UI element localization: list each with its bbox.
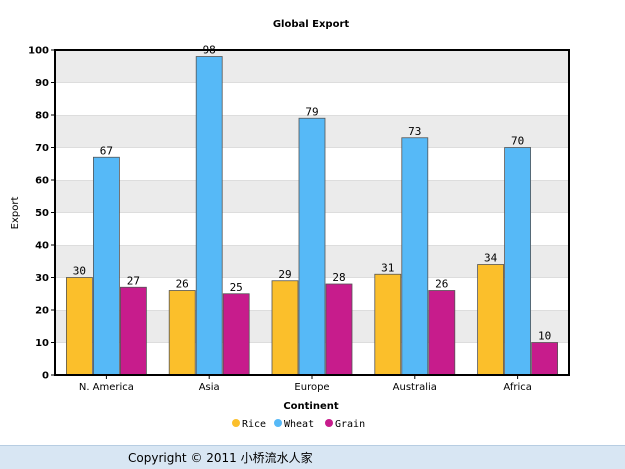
bar-rice — [477, 264, 505, 376]
footer: Copyright © 2011 小桥流水人家 — [0, 445, 625, 469]
data-labels: 30 67 27 26 98 25 29 79 28 31 73 26 34 70 10 — [73, 44, 551, 343]
chart-title: Global Export — [273, 19, 350, 30]
data-label: 34 — [484, 252, 498, 265]
bar-wheat — [93, 156, 120, 376]
bar-grain — [531, 342, 558, 376]
bar-wheat — [401, 137, 429, 376]
data-label: 30 — [73, 265, 86, 278]
y-tick-label: 20 — [35, 306, 49, 317]
data-label: 25 — [230, 281, 243, 294]
data-label: 26 — [176, 278, 189, 291]
x-tick-label: Australia — [393, 382, 437, 393]
grid-band — [55, 82, 569, 115]
data-label: 73 — [408, 125, 421, 138]
data-label: 10 — [538, 330, 551, 343]
x-axis-title: Continent — [283, 401, 339, 412]
data-label: 26 — [435, 278, 448, 291]
data-label: 70 — [511, 135, 524, 148]
bar-rice — [168, 290, 196, 376]
data-label: 31 — [381, 261, 394, 274]
data-label: 29 — [278, 268, 291, 281]
data-label: 27 — [127, 274, 140, 287]
x-tick-label: Asia — [199, 382, 220, 393]
data-label: 28 — [332, 271, 345, 284]
bar-grain — [120, 286, 147, 376]
bar-rice — [374, 273, 402, 376]
y-tick-label: 30 — [35, 273, 49, 284]
y-tick-label: 0 — [42, 371, 49, 382]
y-ticks: 0 10 20 30 40 50 60 70 80 90 100 — [28, 46, 55, 382]
legend-label: Rice — [242, 419, 266, 430]
legend-swatch-rice — [232, 419, 240, 427]
bar-grain — [222, 293, 250, 376]
copyright-text: Copyright © 2011 小桥流水人家 — [128, 451, 313, 465]
legend-label: Wheat — [284, 419, 314, 430]
x-tick-label: Europe — [294, 382, 329, 393]
x-tick-label: Africa — [503, 382, 532, 393]
bar-wheat — [195, 56, 223, 376]
bar-wheat — [298, 117, 326, 376]
bar-rice — [66, 277, 93, 376]
chart: 0 10 20 30 40 50 60 70 80 90 100 N. America Asia Eur… — [10, 19, 570, 430]
y-tick-label: 10 — [35, 338, 49, 349]
x-ticks: N. America Asia Europe Australia Africa — [79, 375, 532, 393]
y-tick-label: 100 — [28, 46, 49, 57]
y-tick-label: 40 — [35, 241, 49, 252]
y-tick-label: 70 — [35, 143, 49, 154]
bar-wheat — [504, 147, 532, 376]
y-tick-label: 60 — [35, 176, 49, 187]
legend-label: Grain — [335, 419, 365, 430]
bar-rice — [271, 280, 299, 376]
x-tick-label: N. America — [79, 382, 134, 393]
legend-swatch-wheat — [274, 419, 282, 427]
grid-band — [55, 50, 569, 83]
data-label: 67 — [100, 144, 113, 157]
data-label: 98 — [203, 44, 216, 57]
bar-grain — [428, 290, 456, 376]
y-axis-title: Export — [10, 197, 21, 230]
data-label: 79 — [305, 105, 318, 118]
bar-grain — [325, 283, 353, 376]
y-tick-label: 90 — [35, 78, 49, 89]
legend: Rice Wheat Grain — [232, 419, 365, 430]
legend-swatch-grain — [325, 419, 333, 427]
y-tick-label: 80 — [35, 111, 49, 122]
y-tick-label: 50 — [35, 208, 49, 219]
